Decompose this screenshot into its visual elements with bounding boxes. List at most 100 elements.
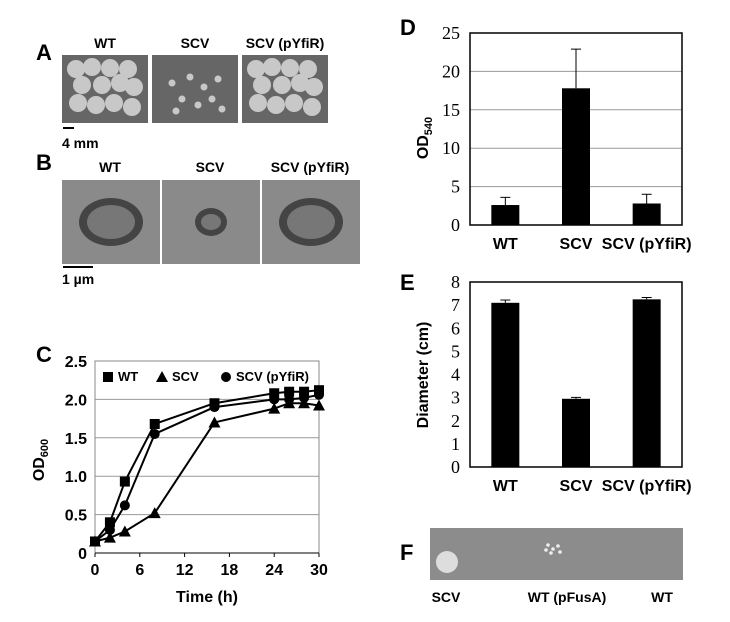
plate-photo: [152, 55, 238, 123]
x-tick-label: SCV: [560, 236, 593, 253]
panel-b-label: WT: [99, 159, 121, 175]
colony: [291, 74, 309, 92]
legend-label: SCV: [172, 369, 199, 384]
colony: [214, 75, 222, 83]
data-point: [119, 476, 130, 487]
panel-f-label: WT (pFusA): [528, 589, 607, 605]
data-point: [104, 524, 115, 535]
panel-b-label: SCV (pYfiR): [271, 159, 350, 175]
colony: [67, 60, 85, 78]
x-tick-label: WT: [493, 478, 518, 495]
y-tick-label: 4: [451, 365, 460, 385]
data-point: [299, 386, 310, 397]
bar-SCV (pYfiR): [632, 299, 661, 467]
colony: [178, 95, 186, 103]
y-tick-label: 8: [451, 272, 460, 292]
colony: [105, 94, 123, 112]
bar-WT: [491, 302, 520, 467]
bar-SCV: [562, 88, 590, 226]
wt-pfusa-colony: [556, 544, 560, 548]
panel-a-label: SCV: [181, 35, 210, 51]
cell-interior: [87, 205, 135, 239]
x-tick-label: 18: [221, 562, 239, 579]
legend-marker: [156, 371, 168, 382]
colony: [299, 60, 317, 78]
x-tick-label: SCV: [560, 478, 593, 495]
y-tick-label: 0: [78, 546, 87, 563]
y-tick-label: 5: [451, 341, 460, 361]
data-point: [119, 500, 130, 511]
data-point: [149, 428, 160, 439]
colony: [101, 59, 119, 77]
data-point: [284, 386, 295, 397]
panel-a-label: WT: [94, 35, 116, 51]
bar-SCV: [562, 398, 590, 467]
colony: [200, 83, 208, 91]
colony: [305, 78, 323, 96]
wt-pfusa-colony: [549, 551, 553, 555]
y-tick-label: 25: [442, 23, 460, 43]
colony: [281, 59, 299, 77]
x-tick-label: 30: [310, 562, 328, 579]
panel-b-label: SCV: [196, 159, 225, 175]
y-tick-label: 10: [442, 138, 460, 158]
colony: [285, 94, 303, 112]
panel-label-b: B: [36, 150, 52, 175]
colony: [125, 78, 143, 96]
y-tick-label: 2.0: [65, 392, 87, 409]
panel-b-scale: 1 µm: [62, 271, 94, 287]
x-axis-label: Time (h): [176, 589, 238, 606]
panel-a-scale: 4 mm: [62, 135, 99, 151]
wt-pfusa-colony: [558, 550, 562, 554]
y-tick-label: 5: [451, 177, 460, 197]
panel-label-d: D: [400, 15, 416, 40]
y-tick-label: 3: [451, 388, 460, 408]
legend-label: SCV (pYfiR): [236, 369, 309, 384]
colony: [83, 58, 101, 76]
scv-colony: [436, 551, 458, 573]
data-point: [314, 389, 324, 400]
x-tick-label: 24: [265, 562, 283, 579]
legend-marker: [221, 372, 231, 382]
colony: [263, 58, 281, 76]
wt-pfusa-colony: [551, 547, 555, 551]
x-tick-label: 0: [91, 562, 100, 579]
series-line-SCV (pYfiR): [94, 393, 320, 543]
colony: [73, 76, 91, 94]
data-point: [104, 517, 115, 528]
panel-f-label: WT: [651, 589, 673, 605]
data-point: [208, 416, 221, 428]
panel-f-label: SCV: [432, 589, 461, 605]
x-tick-label: WT: [493, 236, 518, 253]
x-tick-label: SCV (pYfiR): [602, 478, 692, 495]
data-point: [269, 388, 280, 399]
data-point: [313, 399, 325, 411]
panel-label-c: C: [36, 342, 52, 367]
panel-label-f: F: [400, 540, 413, 565]
y-tick-label: 7: [451, 295, 460, 315]
y-axis-label: OD600: [31, 439, 51, 481]
y-tick-label: 1: [451, 434, 460, 454]
data-point: [299, 392, 310, 403]
colony: [194, 101, 202, 109]
colony: [247, 60, 265, 78]
y-tick-label: 0: [451, 215, 460, 235]
y-tick-label: 1.5: [65, 431, 87, 448]
colony: [123, 98, 141, 116]
data-point: [103, 531, 116, 543]
data-point: [209, 402, 220, 413]
legend-label: WT: [118, 369, 138, 384]
data-point: [148, 507, 161, 519]
colony: [168, 79, 176, 87]
y-tick-label: 2.5: [65, 354, 87, 371]
data-point: [90, 536, 100, 547]
data-point: [149, 418, 160, 429]
y-tick-label: 6: [451, 318, 460, 338]
colony: [69, 94, 87, 112]
y-tick-label: 20: [442, 61, 460, 81]
y-tick-label: 0: [451, 457, 460, 477]
cell-interior: [201, 214, 221, 230]
bar-WT: [491, 205, 520, 225]
panel-label-a: A: [36, 40, 52, 65]
